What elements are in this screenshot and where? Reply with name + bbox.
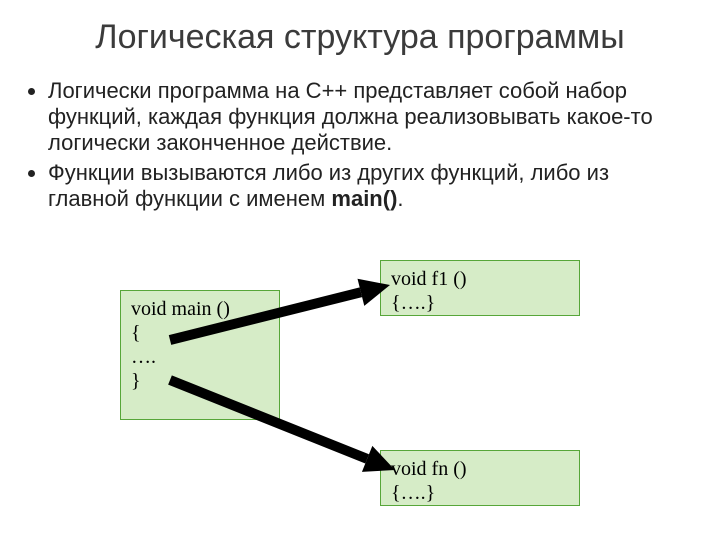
bullet-2-text: Функции вызываются либо из других функци… [48,160,609,211]
slide-title: Логическая структура программы [0,18,720,57]
slide: Логическая структура программы Логически… [0,0,720,540]
bullet-1-text: Логически программа на С++ представляет … [48,78,653,155]
bullet-2: Функции вызываются либо из других функци… [48,160,696,212]
bullet-1: Логически программа на С++ представляет … [48,78,696,156]
fn-function-box: void fn () {….} [380,450,580,506]
f1-function-box: void f1 () {….} [380,260,580,316]
bullet-2-bold: main() [331,186,397,211]
main-function-box: void main () { …. } [120,290,280,420]
bullet-2-tail: . [397,186,403,211]
bullet-list: Логически программа на С++ представляет … [26,78,696,216]
